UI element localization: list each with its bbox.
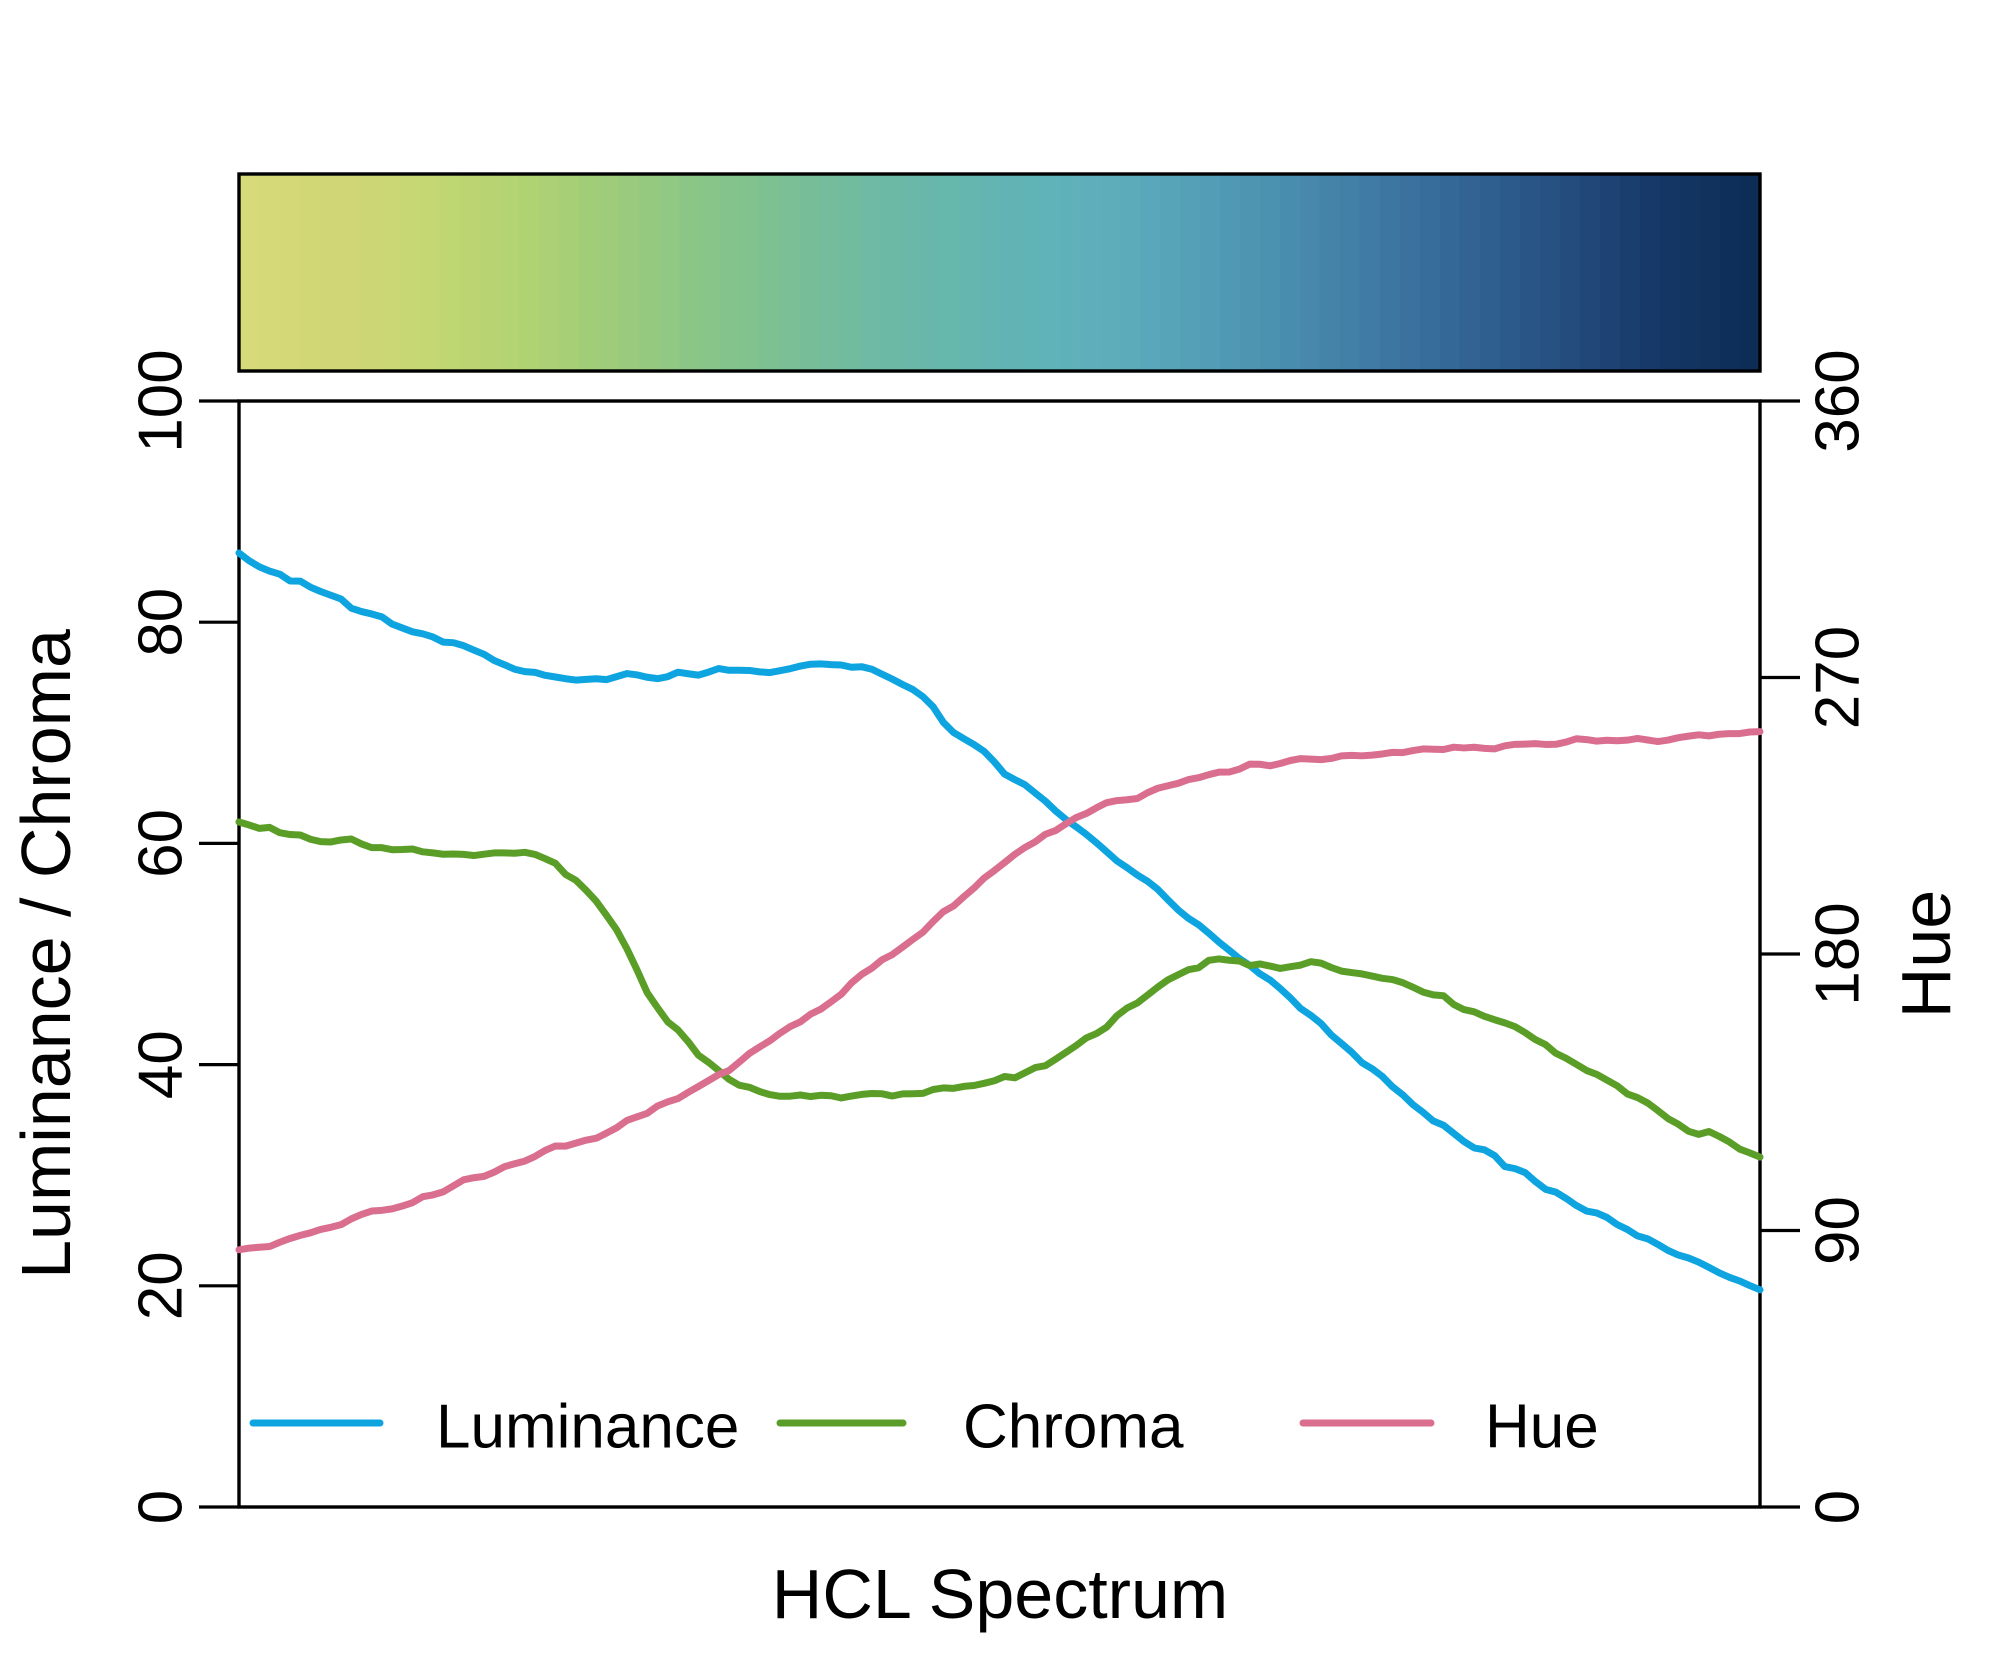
svg-text:180: 180 [1804, 902, 1873, 1005]
svg-text:0: 0 [127, 1490, 196, 1524]
svg-text:0: 0 [1804, 1490, 1873, 1524]
svg-text:HCL Spectrum: HCL Spectrum [772, 1555, 1228, 1633]
svg-text:Chroma: Chroma [963, 1393, 1184, 1462]
svg-text:20: 20 [127, 1251, 196, 1320]
svg-text:Hue: Hue [1887, 890, 1965, 1018]
svg-text:Hue: Hue [1485, 1393, 1599, 1462]
svg-text:Luminance / Chroma: Luminance / Chroma [7, 629, 85, 1279]
svg-text:90: 90 [1804, 1196, 1873, 1265]
svg-text:270: 270 [1804, 626, 1873, 729]
svg-text:80: 80 [127, 588, 196, 657]
svg-text:40: 40 [127, 1030, 196, 1099]
svg-text:360: 360 [1804, 349, 1873, 452]
svg-text:Luminance: Luminance [436, 1393, 739, 1462]
svg-text:100: 100 [127, 349, 196, 452]
svg-text:60: 60 [127, 809, 196, 878]
